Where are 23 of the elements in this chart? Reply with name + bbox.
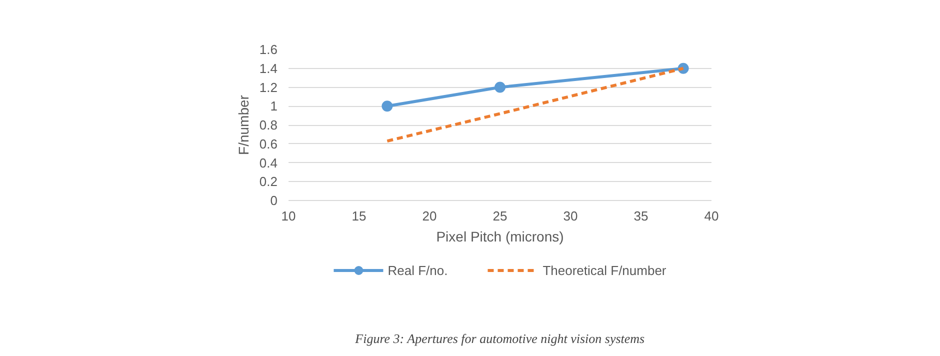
y-tick-label: 0 [270,193,278,208]
y-tick-label: 0.8 [259,118,278,132]
x-tick-label: 35 [634,208,648,224]
y-tick-label: 1 [270,98,278,114]
y-tick-label: 0.6 [259,136,278,152]
y-tick-label: 1.2 [259,80,278,95]
point [382,100,393,112]
y-tick-label: 0.2 [259,174,278,190]
x-tick-label: 30 [563,208,578,224]
x-tick-label: 10 [281,208,296,224]
y-axis-title: F/number [235,94,252,155]
x-tick-label: 20 [422,208,437,224]
y-tick-label: 1.4 [259,60,278,76]
y-tick-label: 0.4 [259,155,278,170]
x-tick-label: 25 [492,208,508,224]
caption: Figure 3: Apertures for automotive night vision systems [354,331,645,346]
x-tick-label: 15 [352,208,366,224]
point [494,82,506,93]
y-tick-label: 1.6 [259,42,278,57]
x-axis-title: Pixel Pitch (microns) [436,228,564,244]
x-tick-label: 40 [704,208,719,224]
legend-label: Theoretical F/number [542,262,666,278]
legend-label: Real F/no. [388,262,448,278]
